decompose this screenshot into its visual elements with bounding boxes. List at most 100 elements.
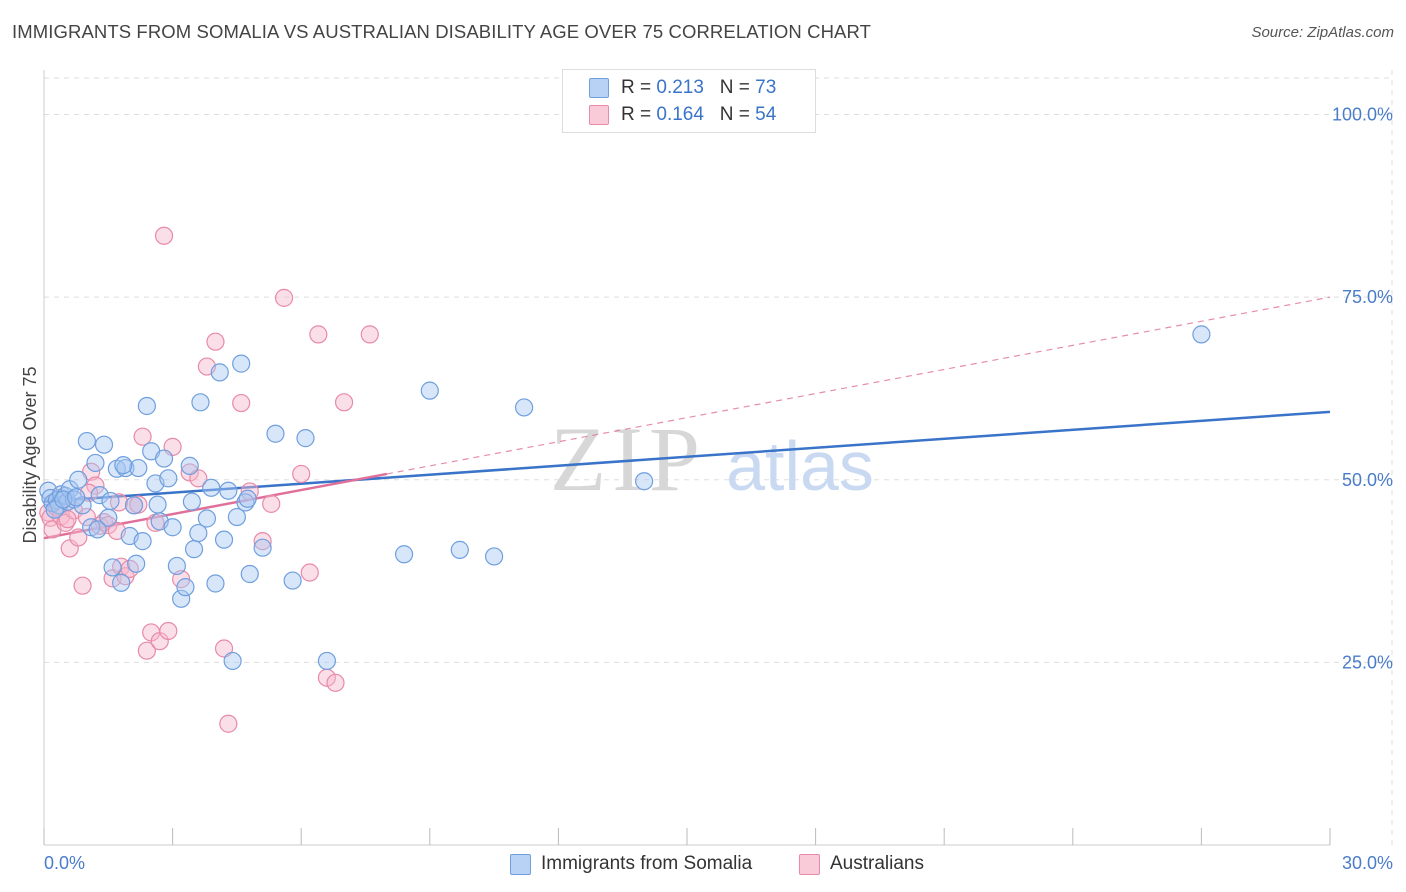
y-axis-label: Disability Age Over 75 (20, 366, 40, 543)
point-somalia (112, 573, 131, 592)
point-australians (154, 226, 174, 245)
legend-r-label: R = (621, 104, 657, 125)
point-somalia (420, 381, 439, 400)
point-somalia (77, 431, 96, 451)
point-somalia (202, 478, 221, 497)
point-somalia (148, 495, 167, 514)
point-somalia (206, 574, 225, 593)
point-australians (73, 576, 92, 595)
point-somalia (317, 651, 337, 671)
gridlines (44, 70, 1393, 845)
point-somalia (133, 532, 152, 551)
point-somalia (191, 393, 210, 412)
watermark-zip: ZIP (550, 408, 706, 510)
point-australians (262, 494, 281, 513)
point-somalia (86, 453, 105, 473)
point-somalia (137, 396, 156, 416)
point-somalia (394, 545, 414, 564)
legend-swatch-pink (589, 105, 609, 125)
legend-r-value: 0.213 (656, 77, 704, 98)
point-australians (334, 393, 354, 412)
y-tick-label: 75.0% (1342, 287, 1393, 307)
point-australians (240, 482, 259, 501)
legend-swatch-blue (589, 78, 609, 98)
point-somalia (296, 429, 315, 448)
point-australians (360, 325, 379, 344)
point-somalia (94, 435, 114, 454)
point-australians (232, 393, 251, 413)
point-australians (69, 528, 88, 547)
trend-line-australians-extended (386, 296, 1331, 475)
point-somalia (214, 530, 234, 549)
point-australians (133, 427, 152, 446)
point-somalia (154, 449, 174, 468)
point-somalia (184, 540, 204, 559)
point-somalia (189, 523, 208, 543)
chart-title: IMMIGRANTS FROM SOMALIA VS AUSTRALIAN DI… (12, 21, 871, 42)
point-somalia (1192, 325, 1211, 344)
point-australians (137, 641, 156, 660)
point-somalia (167, 556, 186, 576)
point-somalia (485, 547, 504, 566)
point-australians (219, 714, 238, 733)
point-australians (77, 507, 96, 527)
watermark-atlas: atlas (726, 427, 874, 505)
point-australians (274, 288, 294, 307)
point-somalia (515, 398, 534, 417)
y-tick-label: 25.0% (1342, 652, 1393, 672)
legend-n-value: 73 (755, 77, 777, 98)
point-somalia (450, 540, 469, 559)
tick-labels: 25.0% 50.0% 75.0% 100.0% 0.0% 30.0% (44, 105, 1393, 873)
point-somalia (172, 589, 191, 608)
point-somalia (103, 558, 122, 577)
point-somalia (266, 424, 285, 443)
point-somalia (176, 578, 195, 597)
bottom-legend-label-australians: Australians (830, 853, 924, 874)
legend: R = 0.213 N = 73 R = 0.164 N = 54 (562, 69, 816, 133)
point-australians (300, 563, 319, 582)
point-australians (292, 464, 311, 484)
point-australians (82, 462, 101, 481)
point-somalia (197, 509, 216, 528)
point-australians (206, 332, 225, 351)
trend-line-australians (43, 472, 388, 540)
point-australians (86, 476, 105, 495)
trend-line-somalia (43, 410, 1331, 503)
point-somalia (124, 496, 144, 515)
point-somalia (129, 458, 148, 478)
point-australians (326, 673, 345, 692)
point-somalia (283, 571, 302, 590)
point-somalia (635, 472, 654, 491)
legend-text-australians: R = 0.164 N = 54 (621, 104, 776, 126)
x-tick-label-min: 0.0% (44, 853, 85, 873)
point-somalia (219, 481, 238, 500)
legend-text-somalia: R = 0.213 N = 73 (621, 77, 776, 99)
point-somalia (238, 489, 257, 508)
point-somalia (101, 491, 120, 511)
point-somalia (182, 492, 201, 511)
data-points (39, 226, 1211, 733)
x-ticks (43, 828, 1331, 845)
point-somalia (69, 470, 88, 489)
point-australians (189, 469, 208, 488)
y-tick-label: 50.0% (1342, 470, 1393, 490)
point-somalia (127, 554, 146, 573)
point-australians (214, 639, 234, 658)
point-somalia (116, 458, 135, 478)
bottom-legend-swatch-pink (799, 854, 820, 875)
trend-lines (43, 296, 1331, 540)
point-somalia (223, 651, 242, 671)
point-somalia (114, 456, 133, 475)
point-somalia (180, 456, 199, 475)
legend-n-label: N = (719, 104, 756, 125)
point-somalia (232, 354, 251, 373)
point-somalia (253, 538, 272, 557)
point-somalia (163, 518, 182, 537)
legend-n-label: N = (719, 77, 756, 98)
chart-source: Source: ZipAtlas.com (1251, 24, 1394, 41)
x-tick-label-max: 30.0% (1342, 853, 1393, 873)
point-somalia (227, 507, 246, 527)
legend-r-value: 0.164 (656, 104, 704, 125)
point-somalia (159, 469, 178, 488)
